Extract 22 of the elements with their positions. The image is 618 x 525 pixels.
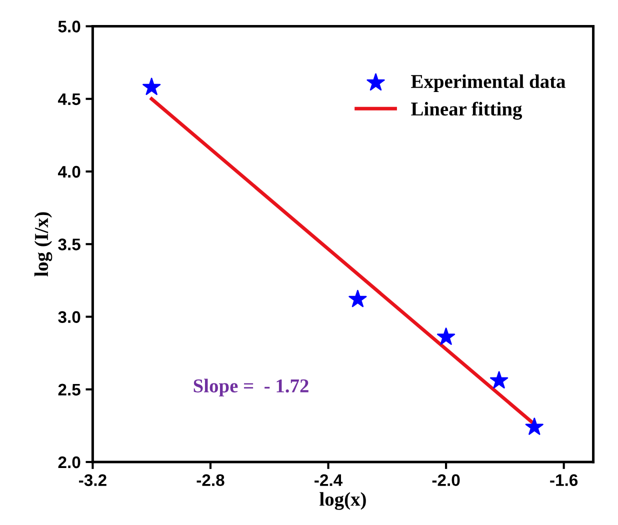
point: [437, 328, 456, 345]
x-tick-label: -3.2: [78, 474, 106, 486]
x-tick-label: -1.6: [550, 474, 578, 486]
legend-label: Linear fitting: [411, 102, 522, 120]
x-tick-label: -2.0: [432, 474, 460, 486]
point: [490, 371, 508, 388]
point: [348, 290, 367, 308]
x-tick-label: -2.4: [314, 474, 343, 486]
y-tick-label: 5.0: [58, 20, 80, 32]
annotation: Slope = - 1.72: [194, 378, 308, 396]
legend-label: Experimental data: [411, 74, 566, 92]
y-tick-label: 3.0: [58, 311, 80, 323]
x-axis-title: log(x): [320, 492, 366, 510]
y-tick-label: 3.5: [58, 238, 80, 250]
point: [142, 78, 161, 96]
y-tick-label: 2.0: [58, 456, 80, 468]
x-tick-label: -2.8: [196, 474, 224, 486]
y-tick-label: 4.5: [58, 93, 80, 106]
y-tick-label: 2.5: [58, 384, 80, 396]
point: [525, 418, 544, 435]
y-tick-label: 4.0: [58, 166, 80, 178]
y-axis-title: log (I/x): [34, 212, 52, 276]
